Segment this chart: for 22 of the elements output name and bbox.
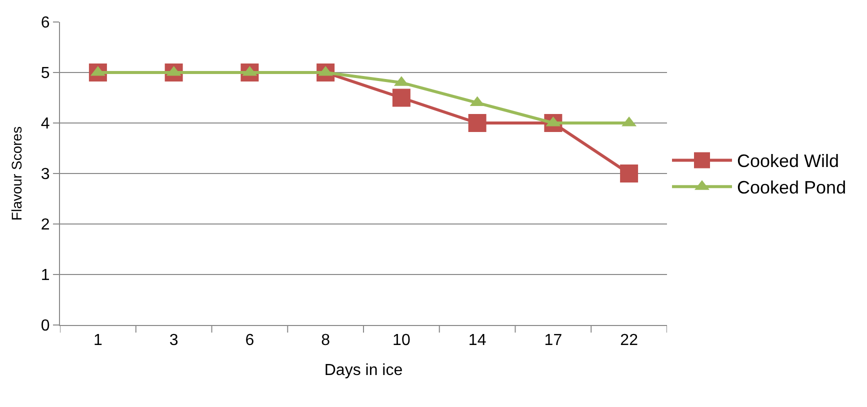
- x-tick-label: 6: [245, 332, 254, 350]
- y-tick-label: 0: [40, 318, 50, 335]
- legend-label: Cooked Wild: [737, 151, 840, 172]
- point: [620, 164, 638, 182]
- y-tick-label: 5: [40, 65, 50, 82]
- point: [468, 114, 486, 132]
- y-tick-label: 4: [40, 116, 50, 133]
- point: [392, 88, 410, 107]
- y-tick-label: 2: [40, 216, 50, 234]
- y-tick-label: 1: [40, 267, 50, 284]
- x-tick-label: 10: [392, 332, 410, 350]
- y-tick-label: 6: [40, 14, 50, 32]
- x-tick-label: 8: [321, 332, 330, 350]
- x-tick-label: 17: [544, 332, 562, 350]
- legend-label: Cooked Pond: [737, 178, 846, 198]
- x-axis-title: Days in ice: [324, 362, 403, 379]
- x-tick-label: 22: [620, 332, 638, 350]
- x-tick-label: 1: [93, 332, 102, 350]
- y-tick-label: 3: [40, 166, 50, 184]
- x-tick-label: 3: [169, 332, 178, 350]
- x-tick-label: 14: [468, 332, 486, 350]
- y-axis-title: Flavour Scores: [8, 126, 24, 221]
